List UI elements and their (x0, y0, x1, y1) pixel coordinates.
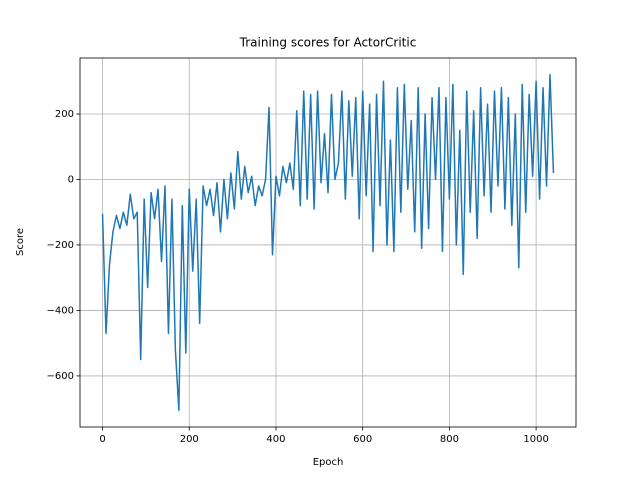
x-tick-label: 400 (266, 434, 285, 445)
x-axis-label: Epoch (313, 457, 344, 468)
plot-frame (79, 57, 577, 428)
y-tick-label: −400 (47, 305, 74, 316)
y-tick-label: −600 (47, 371, 74, 382)
x-tick-label: 1000 (523, 434, 548, 445)
x-tick-label: 0 (99, 434, 105, 445)
y-axis-label: Score (15, 228, 26, 256)
x-tick-label: 600 (353, 434, 372, 445)
chart-title: Training scores for ActorCritic (239, 36, 417, 50)
y-tick-label: 0 (68, 174, 74, 185)
x-tick-label: 200 (180, 434, 199, 445)
y-tick-label: −200 (47, 240, 74, 251)
line (101, 73, 555, 412)
y-tick-label: 200 (55, 109, 74, 120)
x-tick-label: 800 (440, 434, 459, 445)
